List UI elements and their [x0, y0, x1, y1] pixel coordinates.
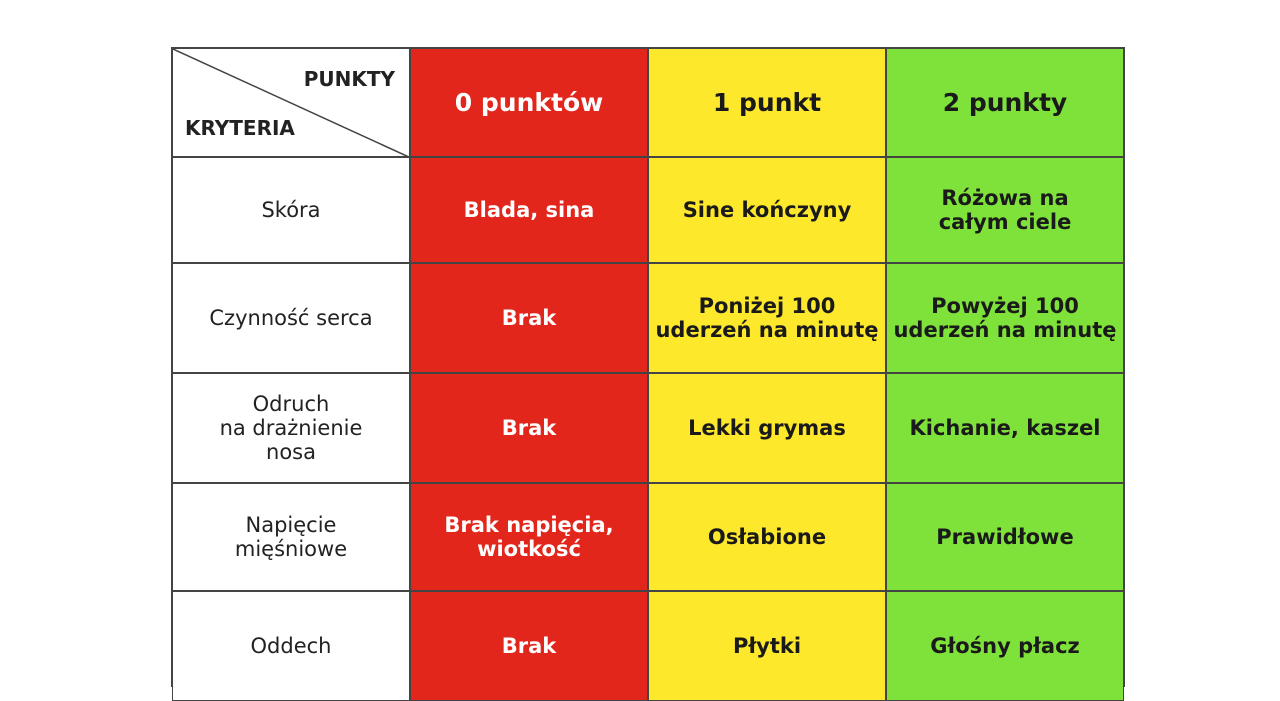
- criterion-cell: Oddech: [172, 591, 410, 701]
- score-cell: Poniżej 100 uderzeń na minutę: [648, 263, 886, 373]
- corner-cell: PUNKTY KRYTERIA: [172, 48, 411, 158]
- criterion-cell: Czynność serca: [172, 263, 410, 373]
- column-header: 2 punkty: [886, 48, 1124, 157]
- corner-bottom: KRYTERIA: [185, 116, 295, 140]
- column-header: 1 punkt: [648, 48, 886, 157]
- criterion-cell: Skóra: [172, 157, 410, 263]
- score-cell: Prawidłowe: [886, 483, 1124, 591]
- score-cell: Kichanie, kaszel: [886, 373, 1124, 483]
- score-cell: Brak: [410, 263, 648, 373]
- column-header: 0 punktów: [410, 48, 648, 157]
- criterion-cell: Napięcie mięśniowe: [172, 483, 410, 591]
- corner-top: PUNKTY: [303, 67, 395, 91]
- score-cell: Powyżej 100 uderzeń na minutę: [886, 263, 1124, 373]
- score-cell: Lekki grymas: [648, 373, 886, 483]
- score-cell: Brak: [410, 373, 648, 483]
- score-cell: Sine kończyny: [648, 157, 886, 263]
- score-cell: Brak napięcia, wiotkość: [410, 483, 648, 591]
- page: {"header": {"corner_top": "PUNKTY", "cor…: [171, 47, 1125, 701]
- score-cell: Głośny płacz: [886, 591, 1124, 701]
- score-cell: Różowa na całym ciele: [886, 157, 1124, 263]
- score-cell: Płytki: [648, 591, 886, 701]
- diagonal: [173, 49, 411, 158]
- apgar-table: PUNKTY KRYTERIA 0 punktów 1 punkt 2 punkty…: [172, 48, 1124, 701]
- score-cell: Brak: [410, 591, 648, 701]
- score-cell: Osłabione: [648, 483, 886, 591]
- score-cell: Blada, sina: [410, 157, 648, 263]
- criterion-cell: Odruch na drażnienie nosa: [172, 373, 410, 483]
